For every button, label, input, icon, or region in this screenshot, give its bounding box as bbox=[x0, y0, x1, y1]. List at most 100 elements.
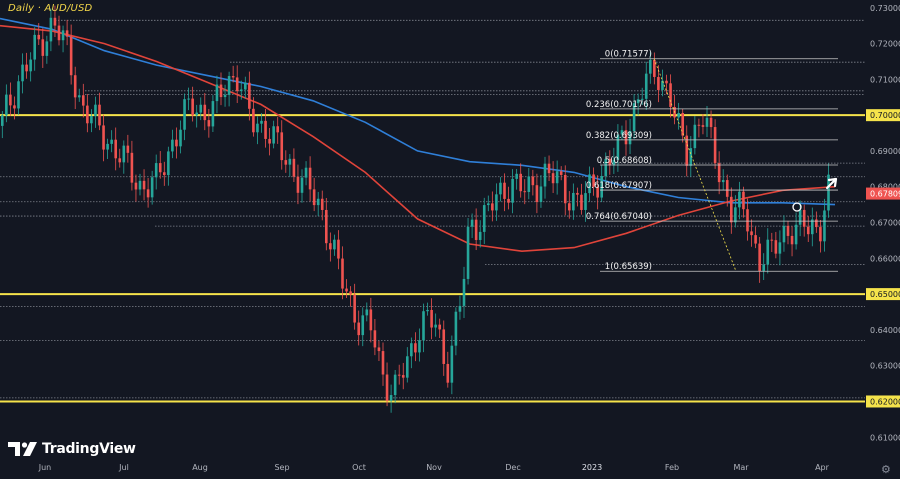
candle-body bbox=[721, 180, 725, 183]
candle-body bbox=[507, 198, 510, 203]
candle-body bbox=[163, 172, 166, 176]
candle-body bbox=[543, 163, 547, 187]
candle-body bbox=[126, 145, 130, 153]
candle-body bbox=[150, 177, 154, 198]
price-tick-label: 0.68000 bbox=[870, 183, 900, 192]
candle-body bbox=[802, 209, 806, 227]
fibonacci-retracement[interactable]: 0(0.71577) 0.236(0.70176) 0.382(0.69309) 0.… bbox=[586, 50, 838, 273]
candle-body bbox=[519, 173, 522, 192]
candle-body bbox=[709, 117, 713, 128]
candle-body bbox=[563, 174, 567, 204]
candle-body bbox=[466, 226, 470, 279]
time-tick-label: Feb bbox=[665, 463, 679, 472]
candle-body bbox=[661, 80, 664, 90]
candle-body bbox=[725, 180, 729, 197]
candlesticks bbox=[1, 5, 830, 413]
candle-body bbox=[118, 158, 122, 163]
candle-body bbox=[333, 239, 336, 250]
marker-circle-icon bbox=[792, 202, 802, 212]
candle-body bbox=[535, 185, 539, 202]
price-tick-label: 0.71000 bbox=[870, 75, 900, 84]
candle-body bbox=[130, 152, 134, 183]
candle-body bbox=[146, 189, 150, 198]
candle-body bbox=[17, 81, 20, 109]
candle-body bbox=[272, 126, 275, 144]
candle-body bbox=[397, 374, 401, 376]
candle-body bbox=[572, 192, 575, 211]
highlighted-price-tag bbox=[866, 109, 900, 122]
time-tick-label: Mar bbox=[733, 463, 749, 472]
candle-body bbox=[823, 210, 826, 242]
candle-body bbox=[320, 198, 324, 210]
candle-body bbox=[167, 151, 170, 176]
candle-body bbox=[819, 227, 822, 242]
candle-body bbox=[478, 231, 482, 240]
candle-body bbox=[37, 34, 41, 40]
candle-body bbox=[438, 324, 441, 330]
candle-body bbox=[296, 176, 300, 193]
candle-body bbox=[806, 226, 810, 235]
candle-body bbox=[256, 123, 259, 133]
candle-body bbox=[539, 186, 543, 202]
candle-body bbox=[288, 158, 292, 165]
price-tick-label: 0.63000 bbox=[870, 362, 900, 371]
candle-body bbox=[179, 129, 182, 147]
candle-body bbox=[110, 139, 113, 144]
candle-body bbox=[576, 192, 579, 195]
candle-body bbox=[329, 243, 332, 250]
candle-body bbox=[73, 75, 77, 98]
candle-body bbox=[458, 305, 462, 312]
candle-body bbox=[65, 30, 69, 37]
price-tick-label: 0.69000 bbox=[870, 147, 900, 156]
candle-body bbox=[786, 225, 790, 236]
candle-body bbox=[454, 311, 458, 346]
candle-body bbox=[811, 219, 814, 235]
candle-body bbox=[588, 174, 591, 194]
candle-body bbox=[612, 159, 616, 166]
current-price-label: 0.67809 bbox=[870, 190, 900, 199]
candle-body bbox=[86, 105, 89, 124]
price-axis[interactable]: 0.73000 0.72000 0.71000 0.70000 0.69000 0.680… bbox=[865, 0, 900, 479]
settings-gear-icon[interactable]: ⚙ bbox=[881, 463, 891, 476]
candle-body bbox=[244, 82, 247, 90]
candle-body bbox=[122, 145, 126, 163]
candle-body bbox=[470, 219, 474, 227]
candle-body bbox=[491, 203, 494, 211]
candle-body bbox=[758, 243, 761, 272]
candle-body bbox=[187, 98, 190, 100]
candle-body bbox=[665, 80, 668, 84]
candle-body bbox=[171, 139, 174, 152]
candle-body bbox=[1, 115, 4, 126]
candle-body bbox=[365, 309, 369, 316]
candle-body bbox=[738, 191, 741, 208]
candle-body bbox=[114, 139, 117, 159]
candle-body bbox=[138, 180, 142, 190]
price-tick-label: 0.72000 bbox=[870, 40, 900, 49]
candle-body bbox=[815, 219, 818, 228]
time-tick-label: Oct bbox=[352, 463, 366, 472]
candle-body bbox=[325, 209, 328, 244]
candle-body bbox=[770, 239, 774, 241]
candle-body bbox=[746, 209, 749, 232]
candle-body bbox=[628, 131, 632, 145]
candle-body bbox=[29, 59, 32, 72]
candle-body bbox=[422, 311, 425, 341]
candle-body bbox=[442, 329, 446, 364]
candle-body bbox=[547, 163, 551, 174]
moving-averages bbox=[0, 17, 836, 253]
candle-body bbox=[82, 95, 85, 106]
candle-body bbox=[377, 347, 381, 352]
candle-body bbox=[106, 143, 109, 150]
candle-body bbox=[25, 64, 28, 72]
candle-body bbox=[393, 374, 397, 396]
time-axis[interactable]: Jun Jul Aug Sep Oct Nov Dec 2023 Feb Mar Apr bbox=[38, 463, 830, 472]
candle-body bbox=[231, 76, 235, 78]
candle-body bbox=[750, 231, 753, 236]
candle-body bbox=[227, 76, 231, 95]
candle-body bbox=[211, 101, 215, 127]
candle-body bbox=[551, 173, 555, 184]
candle-body bbox=[385, 374, 389, 401]
candle-body bbox=[191, 98, 194, 116]
candle-body bbox=[632, 103, 636, 132]
